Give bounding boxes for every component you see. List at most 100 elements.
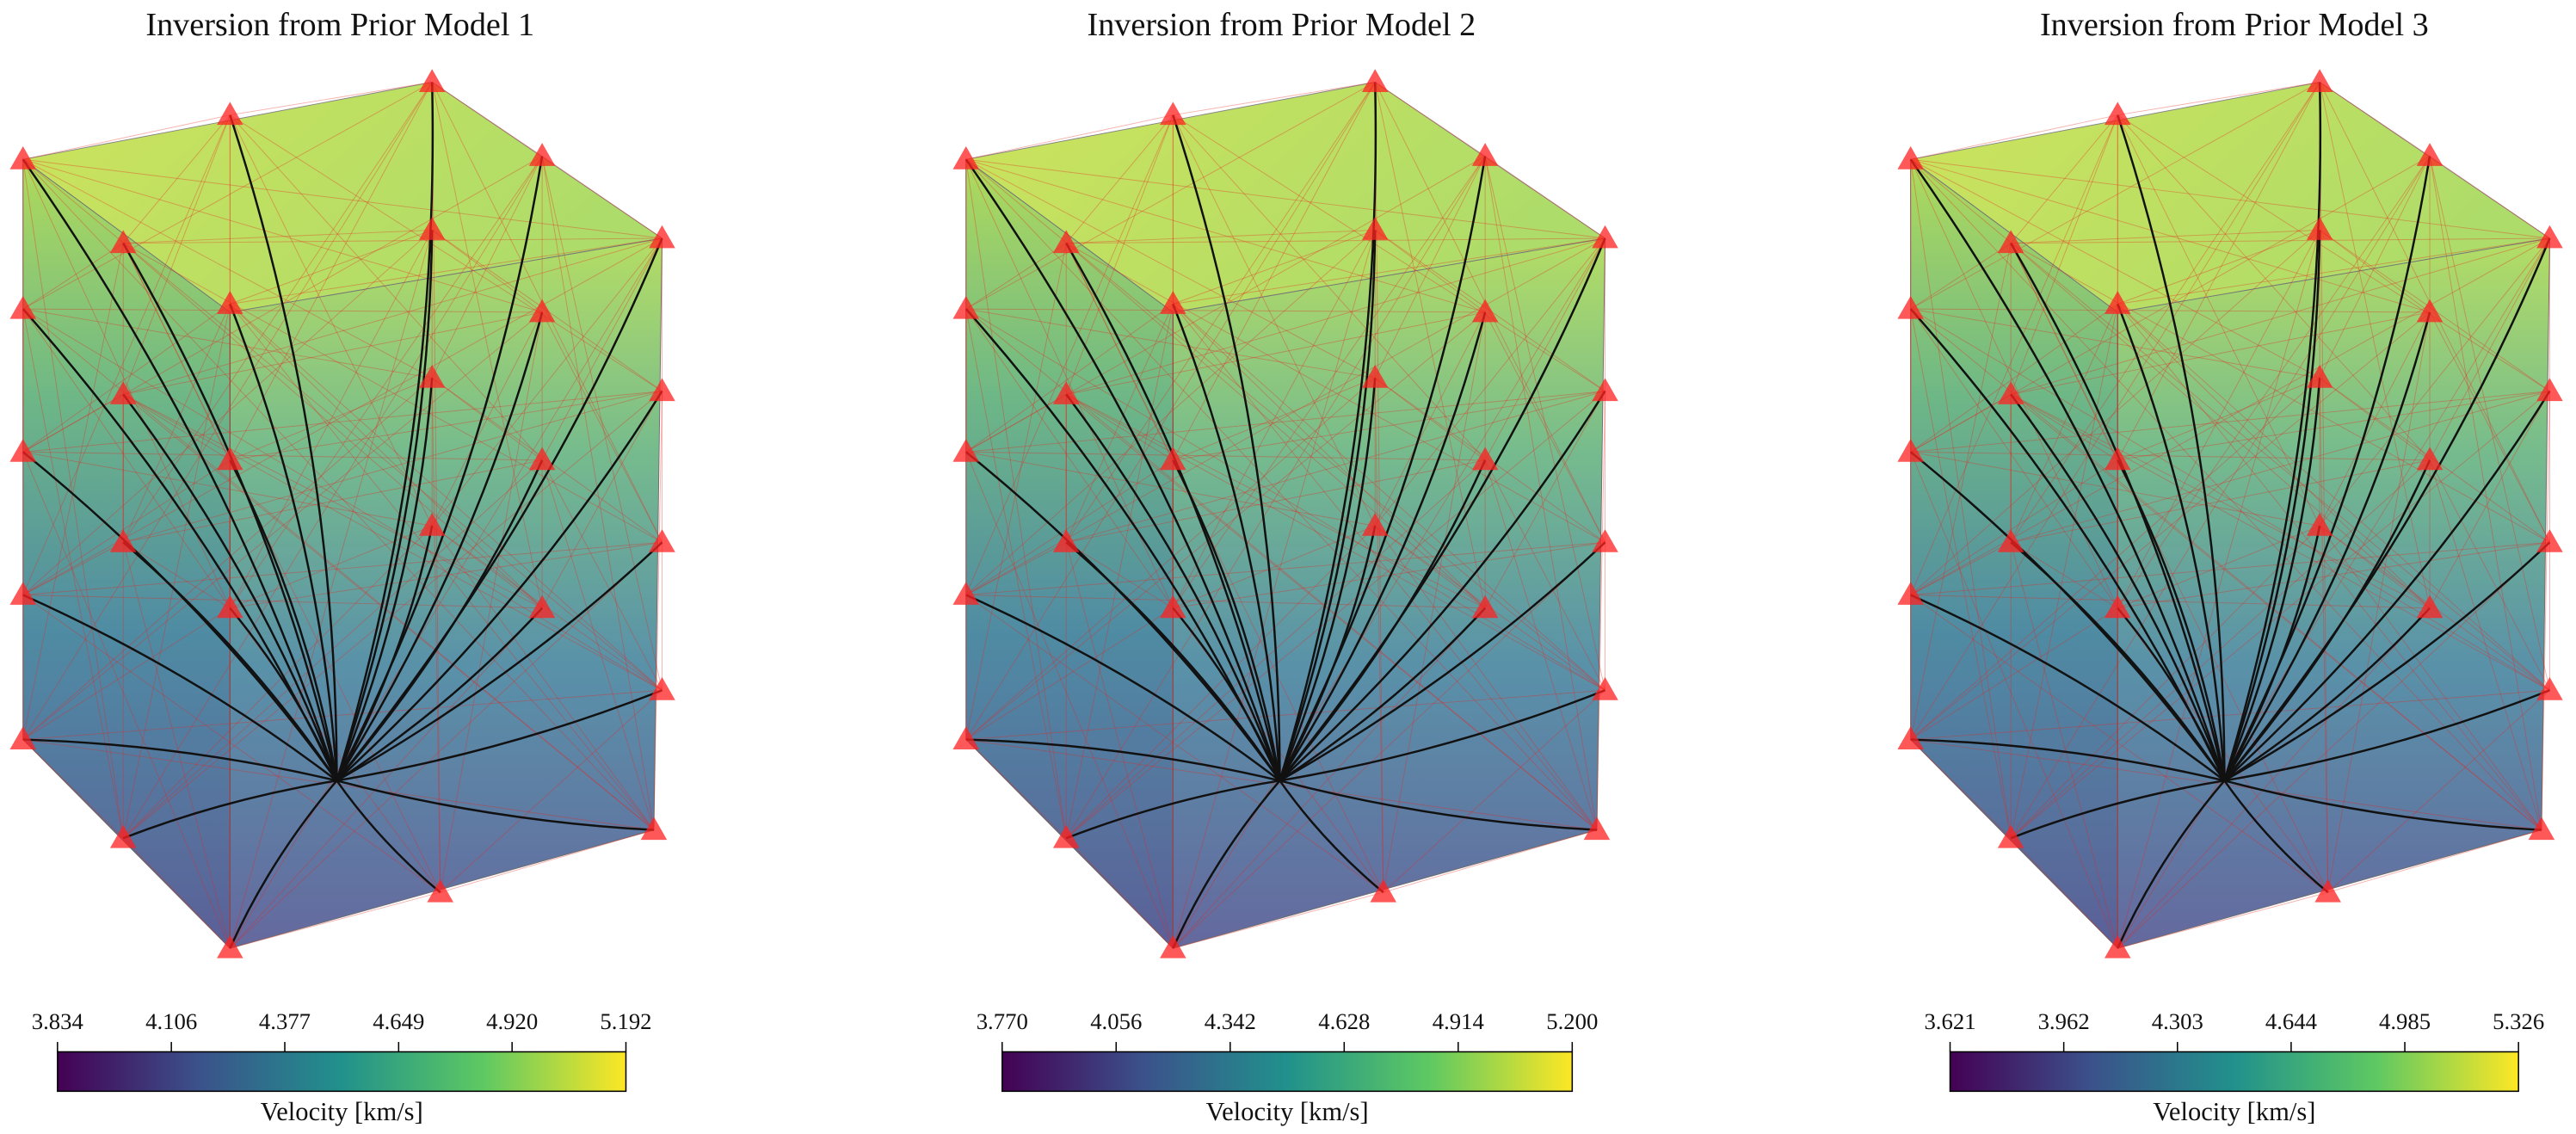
ray-path <box>122 243 662 543</box>
station <box>1897 439 1924 462</box>
ray-path <box>1374 377 1486 461</box>
station <box>427 878 454 903</box>
ray-path <box>431 525 655 830</box>
ray-path <box>2011 237 2550 395</box>
ray-path <box>1065 542 1174 949</box>
colorbar-tick-label: 4.985 <box>2379 1008 2431 1034</box>
station <box>1160 102 1186 126</box>
ray-path <box>22 394 124 453</box>
ray-path <box>22 451 543 461</box>
ray-path <box>122 394 662 691</box>
ray-path <box>229 304 543 609</box>
ray-path <box>1910 243 2012 740</box>
ray-path <box>965 114 1174 595</box>
station <box>2104 447 2131 471</box>
ray-path <box>2010 525 2320 839</box>
ray-path <box>965 594 1486 609</box>
ray-path <box>965 377 1376 740</box>
ray-path <box>1484 459 1605 691</box>
station <box>9 726 37 750</box>
station <box>217 934 243 958</box>
source-ray <box>229 303 338 781</box>
ray-path <box>230 377 433 461</box>
ray-path <box>1066 237 1605 395</box>
colorbar-tick-label: 4.056 <box>1090 1008 1142 1034</box>
ray-path <box>431 82 543 608</box>
ray-path <box>229 237 662 949</box>
ray-path <box>229 541 662 949</box>
ray-path <box>229 114 433 527</box>
source-ray <box>1279 378 1377 781</box>
colorbar-tick-label: 4.628 <box>1318 1008 1370 1034</box>
ray-path <box>2117 82 2320 116</box>
colorbar-tick-label: 4.644 <box>2265 1008 2317 1034</box>
ray-path <box>1065 394 1174 461</box>
ray-path <box>2010 243 2550 543</box>
ray-path <box>1910 303 2118 453</box>
ray-path <box>2117 114 2550 392</box>
source-ray <box>336 378 434 781</box>
source-ray <box>1279 780 1384 894</box>
ray-path <box>541 156 655 830</box>
ray-path <box>1374 82 1486 608</box>
source-ray <box>2223 607 2431 782</box>
station <box>1897 295 1924 319</box>
station <box>217 447 243 471</box>
ray-path <box>2117 237 2550 305</box>
ray-path <box>1066 229 1376 244</box>
ray-path <box>1910 308 2320 379</box>
ray-path <box>1065 243 1605 543</box>
source-ray <box>22 594 338 782</box>
panel-title: Inversion from Prior Model 2 <box>1087 7 1476 43</box>
ray-path <box>2010 394 2550 691</box>
station <box>1052 529 1080 552</box>
ray-path <box>2319 525 2542 830</box>
source-ray <box>965 738 1280 782</box>
source-ray <box>1279 780 1598 831</box>
ray-path <box>965 82 1376 310</box>
ray-path <box>1910 243 2012 310</box>
source-ray <box>2117 303 2226 781</box>
ray-path <box>1910 391 2550 453</box>
ray-path <box>1065 243 1486 609</box>
ray-path <box>1484 391 1605 608</box>
ray-path <box>230 891 441 949</box>
ray-path <box>1066 237 1605 244</box>
colorbar-tick-label: 4.303 <box>2152 1008 2203 1034</box>
ray-path <box>1173 525 1376 609</box>
ray-path <box>541 391 662 608</box>
ray-path <box>1065 304 1174 839</box>
ray-path <box>122 156 543 839</box>
ray-path <box>22 303 231 453</box>
source-ray <box>1172 303 1281 781</box>
source-ray <box>964 158 1281 781</box>
ray-path <box>2117 229 2320 305</box>
colorbar-tick-label: 5.200 <box>1546 1008 1598 1034</box>
source-ray <box>1909 158 2226 781</box>
ray-path <box>2429 459 2550 691</box>
source-ray <box>2223 378 2321 781</box>
ray-path <box>541 459 662 691</box>
ray-path <box>965 158 1486 313</box>
ray-path <box>2117 156 2431 609</box>
station <box>1997 529 2024 552</box>
ray-path <box>1910 308 2550 691</box>
ray-path <box>1065 156 1486 839</box>
ray-path <box>1173 82 1376 116</box>
ray-path <box>965 158 1605 239</box>
station <box>1471 447 1499 471</box>
colorbar-tick-label: 4.649 <box>373 1008 424 1034</box>
ray-path <box>122 243 441 893</box>
station <box>1361 217 1389 240</box>
source-ray <box>1279 541 1606 782</box>
ray-path <box>1065 394 1598 830</box>
ray-path <box>2010 542 2118 949</box>
ray-path <box>122 243 543 609</box>
ray-path <box>1484 156 1605 691</box>
source-ray <box>1279 525 1377 781</box>
ray-path <box>2117 391 2550 461</box>
ray-path <box>2011 229 2320 244</box>
source-ray <box>1279 607 1487 782</box>
ray-path <box>230 229 433 305</box>
